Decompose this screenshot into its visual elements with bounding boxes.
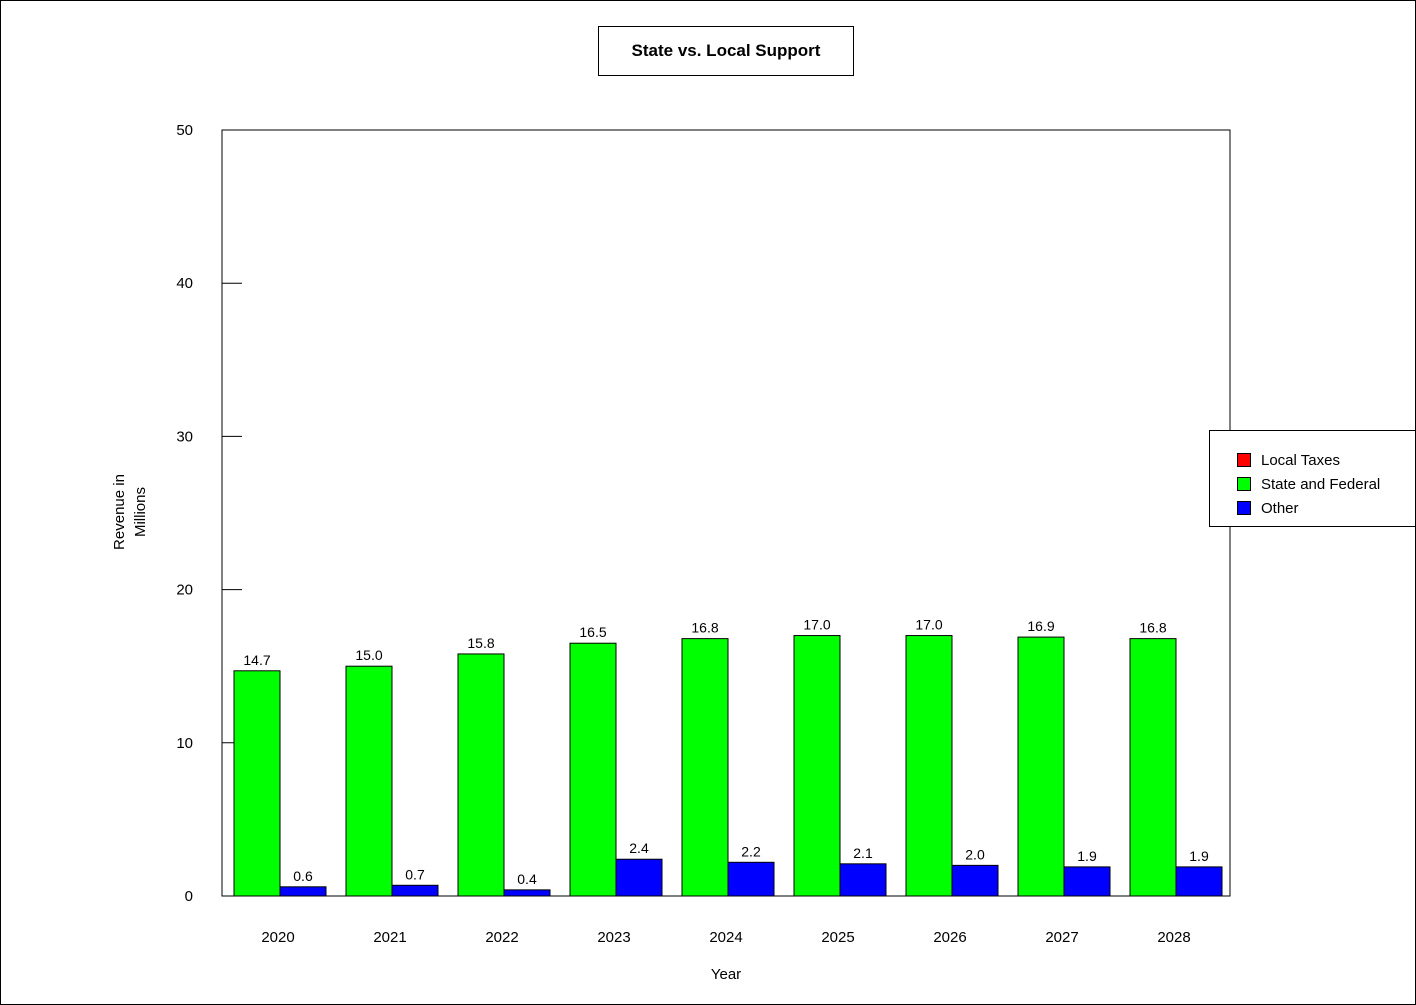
data-label-other: 1.9 <box>1077 848 1097 864</box>
x-tick-label: 2026 <box>933 929 966 946</box>
data-label-state-and-federal: 16.5 <box>579 624 606 640</box>
bar-other <box>1175 866 1223 897</box>
x-tick-label: 2021 <box>373 929 406 946</box>
bar-other <box>279 886 327 897</box>
legend-label-local-taxes: Local Taxes <box>1261 451 1340 469</box>
bar-state-and-federal <box>569 642 617 897</box>
data-label-state-and-federal: 14.7 <box>243 652 270 668</box>
data-label-state-and-federal: 16.9 <box>1027 618 1054 634</box>
y-tick-label: 30 <box>176 428 193 445</box>
legend-swatch-state-and-federal <box>1237 477 1251 491</box>
x-tick-label: 2024 <box>709 929 742 946</box>
data-label-state-and-federal: 16.8 <box>691 620 718 636</box>
bar-other <box>1063 866 1111 897</box>
y-tick-label: 10 <box>176 735 193 752</box>
chart-title: State vs. Local Support <box>631 41 821 60</box>
y-axis-label: Revenue in Millions <box>111 474 149 550</box>
x-tick-label: 2025 <box>821 929 854 946</box>
data-label-other: 2.1 <box>853 845 873 861</box>
y-tick-label: 40 <box>176 275 193 292</box>
x-tick-label: 2028 <box>1157 929 1190 946</box>
data-label-state-and-federal: 17.0 <box>915 617 942 633</box>
data-label-state-and-federal: 17.0 <box>803 617 830 633</box>
legend-label-other: Other <box>1261 499 1299 517</box>
y-tick-label: 0 <box>185 888 193 905</box>
y-tick-label: 20 <box>176 582 193 599</box>
x-tick-label: 2020 <box>261 929 294 946</box>
chart-title-box: State vs. Local Support <box>598 26 854 76</box>
bar-state-and-federal <box>681 638 729 897</box>
data-label-state-and-federal: 16.8 <box>1139 620 1166 636</box>
data-label-other: 0.6 <box>293 868 313 884</box>
bar-state-and-federal <box>233 670 281 897</box>
bar-other <box>727 861 775 897</box>
bar-state-and-federal <box>793 635 841 897</box>
bar-state-and-federal <box>905 635 953 897</box>
data-label-other: 0.7 <box>405 866 425 882</box>
y-tick-label: 50 <box>176 122 193 139</box>
bar-other <box>503 889 551 897</box>
legend-label-state-and-federal: State and Federal <box>1261 475 1381 493</box>
bar-state-and-federal <box>345 665 393 897</box>
legend-item-state-and-federal: State and Federal <box>1237 472 1415 496</box>
data-label-other: 2.2 <box>741 843 761 859</box>
data-label-other: 1.9 <box>1189 848 1209 864</box>
bar-other <box>839 863 887 897</box>
bar-state-and-federal <box>457 653 505 897</box>
bar-state-and-federal <box>1129 638 1177 897</box>
legend-item-other: Other <box>1237 496 1415 520</box>
bar-other <box>615 858 663 897</box>
legend-swatch-local-taxes <box>1237 453 1251 467</box>
legend: Local Taxes State and Federal Other <box>1209 430 1415 527</box>
data-label-other: 0.4 <box>517 871 537 887</box>
data-label-other: 2.0 <box>965 846 985 862</box>
data-label-other: 2.4 <box>629 840 649 856</box>
legend-swatch-other <box>1237 501 1251 515</box>
x-tick-label: 2023 <box>597 929 630 946</box>
x-tick-label: 2027 <box>1045 929 1078 946</box>
bar-other <box>391 884 439 897</box>
data-label-state-and-federal: 15.0 <box>355 647 382 663</box>
data-label-state-and-federal: 15.8 <box>467 635 494 651</box>
legend-item-local-taxes: Local Taxes <box>1237 448 1415 472</box>
x-tick-label: 2022 <box>485 929 518 946</box>
bar-other <box>951 864 999 897</box>
bar-state-and-federal <box>1017 636 1065 897</box>
x-axis-label: Year <box>710 966 742 983</box>
